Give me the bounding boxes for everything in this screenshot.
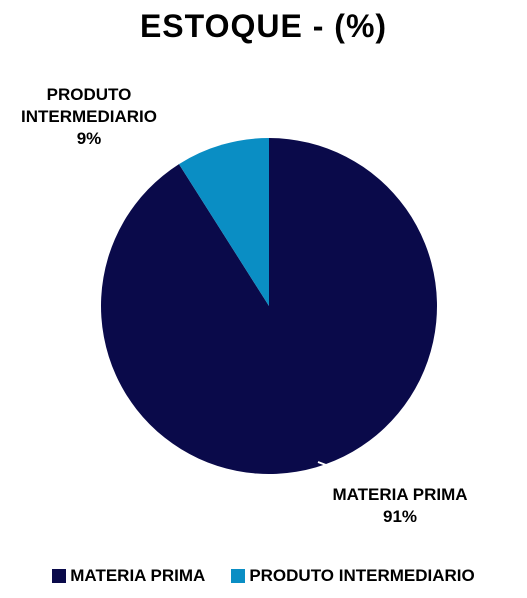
pie-slice-materia-prima — [100, 138, 437, 474]
slice-label-line: PRODUTO — [46, 85, 132, 104]
legend-item-produto-intermediario: PRODUTO INTERMEDIARIO — [231, 566, 475, 586]
chart-title: ESTOQUE - (%) — [139, 8, 388, 44]
slice-value-label: 91% — [382, 507, 418, 526]
slice-label-produto-intermediario: PRODUTO INTERMEDIARIO 9% — [0, 84, 178, 150]
legend-item-materia-prima: MATERIA PRIMA — [52, 566, 205, 586]
legend-swatch — [52, 569, 67, 583]
legend-label: PRODUTO INTERMEDIARIO — [249, 566, 475, 585]
slice-label-line: MATERIA PRIMA — [332, 485, 468, 504]
leader-line — [317, 461, 335, 469]
slice-label-materia-prima: MATERIA PRIMA 91% — [300, 484, 500, 528]
legend-label: MATERIA PRIMA — [70, 566, 206, 585]
pie-slices — [100, 138, 437, 474]
pie-slice-produto-intermediario — [178, 138, 269, 306]
legend: MATERIA PRIMA PRODUTO INTERMEDIARIO — [0, 566, 527, 586]
slice-value-label: 9% — [76, 129, 102, 148]
slice-label-line: INTERMEDIARIO — [21, 107, 157, 126]
legend-swatch — [231, 569, 246, 583]
